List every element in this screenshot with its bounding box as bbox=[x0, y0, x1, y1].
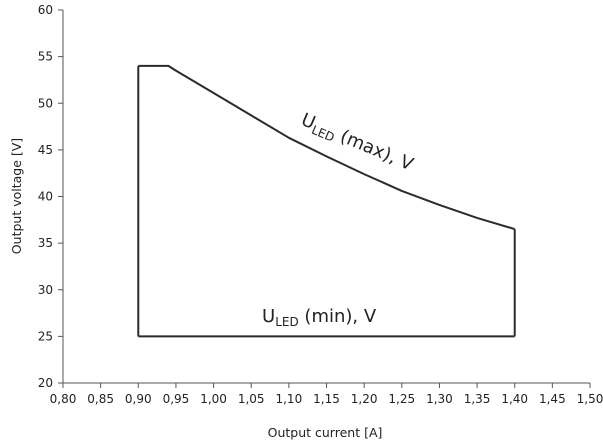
x-tick-label: 0,95 bbox=[163, 392, 190, 406]
annotation-min-sub: LED bbox=[275, 315, 299, 329]
x-tick-label: 1,40 bbox=[501, 392, 528, 406]
x-tick-label: 1,05 bbox=[238, 392, 265, 406]
annotation-min-main: U bbox=[262, 306, 275, 327]
series-uled-max-line bbox=[138, 64, 515, 231]
x-tick-label: 1,35 bbox=[464, 392, 491, 406]
annotation-max-rest: (max), V bbox=[332, 124, 417, 176]
x-tick-label: 1,50 bbox=[577, 392, 603, 406]
annotation-min-rest: (min), V bbox=[299, 306, 377, 327]
x-tick-label: 1,10 bbox=[275, 392, 302, 406]
y-tick-label: 30 bbox=[38, 283, 53, 297]
y-tick-label: 45 bbox=[38, 143, 53, 157]
x-tick-label: 0,85 bbox=[87, 392, 114, 406]
x-axis-label: Output current [A] bbox=[268, 425, 383, 440]
annotation-uled-max: ULED (max), V bbox=[297, 109, 417, 177]
x-tick-label: 0,90 bbox=[125, 392, 152, 406]
x-tick-label: 1,30 bbox=[426, 392, 453, 406]
annotation-uled-min: ULED (min), V bbox=[262, 306, 377, 329]
x-tick-label: 1,15 bbox=[313, 392, 340, 406]
x-ticks: 0,80 0,85 0,90 0,95 1,00 1,05 1,10 1,15 1,20 1,25… bbox=[50, 383, 603, 406]
y-tick-label: 50 bbox=[38, 96, 53, 110]
plot-area bbox=[137, 64, 516, 338]
y-axis-label: Output voltage [V] bbox=[9, 138, 24, 254]
y-tick-label: 60 bbox=[38, 3, 53, 17]
y-tick-label: 40 bbox=[38, 190, 53, 204]
y-tick-label: 35 bbox=[38, 236, 53, 250]
x-tick-label: 1,45 bbox=[539, 392, 566, 406]
y-tick-label: 55 bbox=[38, 50, 53, 64]
x-tick-label: 1,25 bbox=[388, 392, 415, 406]
y-tick-label: 25 bbox=[38, 329, 53, 343]
y-ticks: 20 25 30 35 40 45 50 55 60 bbox=[38, 3, 63, 390]
y-tick-label: 20 bbox=[38, 376, 53, 390]
x-tick-label: 1,00 bbox=[200, 392, 227, 406]
x-tick-label: 0,80 bbox=[50, 392, 77, 406]
x-tick-label: 1,20 bbox=[351, 392, 378, 406]
